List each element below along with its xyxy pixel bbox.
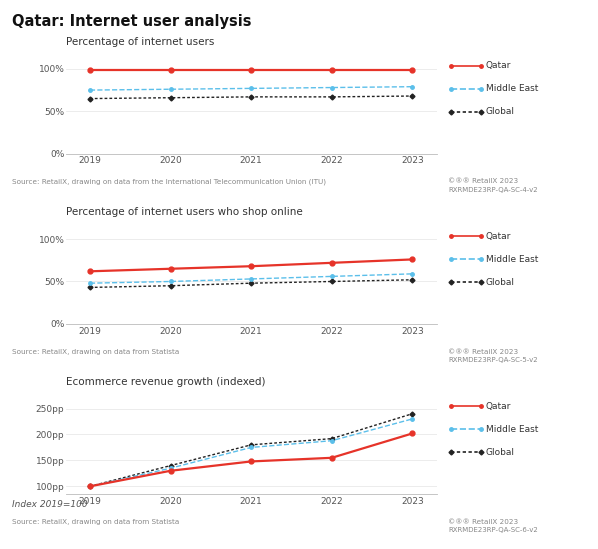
Text: Source: RetailX, drawing on data from Statista: Source: RetailX, drawing on data from St… [12,349,179,355]
Text: ©®® RetailX 2023: ©®® RetailX 2023 [448,178,518,184]
Text: Source: RetailX, drawing on data from the International Telecommunication Union : Source: RetailX, drawing on data from th… [12,178,326,185]
Text: Middle East: Middle East [486,85,538,93]
Text: RXRMDE23RP-QA-SC-5-v2: RXRMDE23RP-QA-SC-5-v2 [448,357,538,363]
Text: Qatar: Internet user analysis: Qatar: Internet user analysis [12,14,252,29]
Text: ©®® RetailX 2023: ©®® RetailX 2023 [448,349,518,355]
Text: Global: Global [486,448,514,457]
Text: Qatar: Qatar [486,402,511,411]
Text: Percentage of internet users: Percentage of internet users [66,37,214,47]
Text: Global: Global [486,108,514,116]
Text: ©®® RetailX 2023: ©®® RetailX 2023 [448,519,518,525]
Text: Qatar: Qatar [486,61,511,70]
Text: Index 2019=100: Index 2019=100 [12,500,87,508]
Text: Qatar: Qatar [486,232,511,240]
Text: Percentage of internet users who shop online: Percentage of internet users who shop on… [66,207,303,217]
Text: RXRMDE23RP-QA-SC-4-v2: RXRMDE23RP-QA-SC-4-v2 [448,187,538,193]
Text: Global: Global [486,278,514,287]
Text: Middle East: Middle East [486,425,538,434]
Text: RXRMDE23RP-QA-SC-6-v2: RXRMDE23RP-QA-SC-6-v2 [448,527,538,533]
Text: Middle East: Middle East [486,255,538,264]
Text: Source: RetailX, drawing on data from Statista: Source: RetailX, drawing on data from St… [12,519,179,525]
Text: Ecommerce revenue growth (indexed): Ecommerce revenue growth (indexed) [66,377,266,387]
